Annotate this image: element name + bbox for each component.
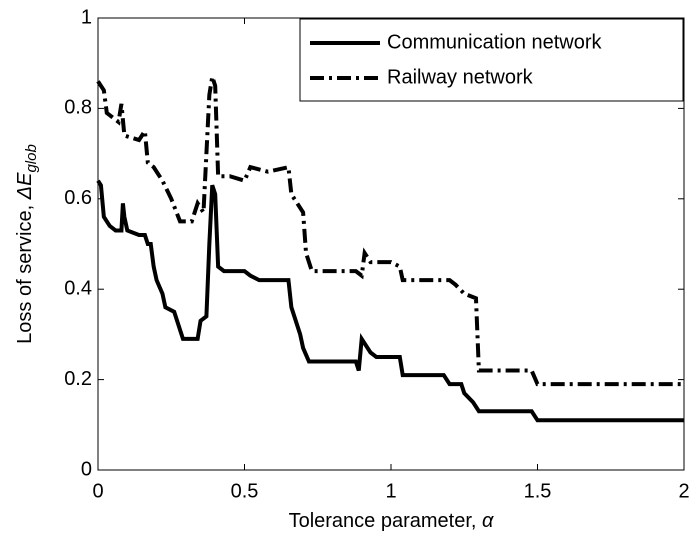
x-axis-label: Tolerance parameter, α xyxy=(289,510,494,532)
legend-box xyxy=(299,18,684,102)
y-tick-label: 0.8 xyxy=(64,97,92,119)
y-tick-label: 0.6 xyxy=(64,187,92,209)
legend-label: Communication network xyxy=(387,31,603,53)
x-tick-label: 0.5 xyxy=(231,480,259,502)
x-tick-label: 1.5 xyxy=(524,480,552,502)
y-tick-label: 0 xyxy=(81,458,92,480)
x-tick-label: 1 xyxy=(385,480,396,502)
y-tick-label: 0.4 xyxy=(64,277,92,299)
y-axis-label: Loss of service, ΔEglob xyxy=(14,144,40,344)
x-tick-label: 0 xyxy=(92,480,103,502)
legend: Communication network Railway network xyxy=(299,18,684,102)
legend-label: Railway network xyxy=(387,66,534,88)
x-tick-label: 2 xyxy=(678,480,689,502)
data-line xyxy=(96,179,684,423)
data-line xyxy=(96,76,684,387)
y-tick-label: 1 xyxy=(81,6,92,28)
y-tick-label: 0.2 xyxy=(64,368,92,390)
